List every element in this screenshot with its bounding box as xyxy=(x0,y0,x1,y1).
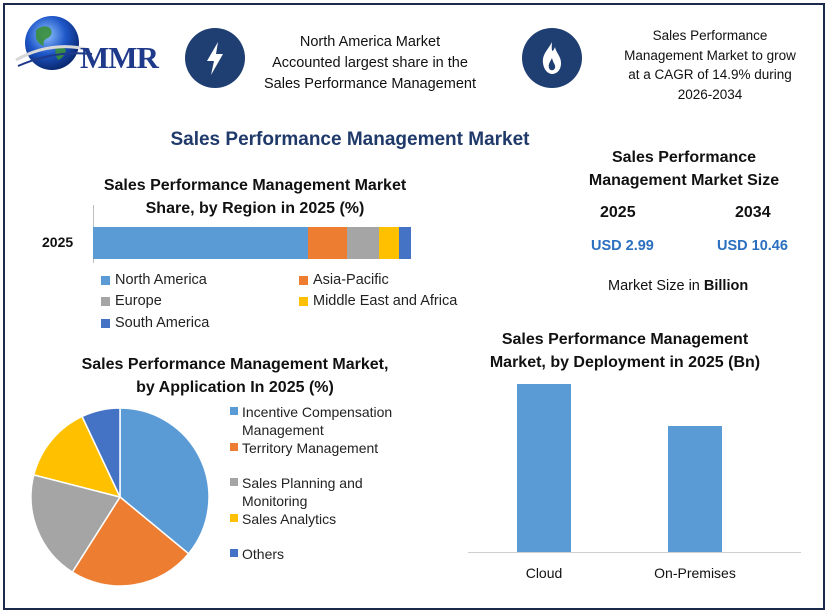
legend-swatch xyxy=(299,276,308,285)
header-left-line-2: Accounted largest share in the xyxy=(272,55,468,71)
pie-slice-territory-management xyxy=(71,495,190,587)
region-title-line-2: Share, by Region in 2025 (%) xyxy=(145,200,365,217)
region-chart-title: Sales Performance Management Market Shar… xyxy=(80,174,430,220)
market-size-note: Market Size in Billion xyxy=(608,278,748,294)
deployment-xtick-on-premises: On-Premises xyxy=(654,565,736,581)
legend-label: Europe xyxy=(115,293,162,309)
pie-slice-sales-analytics xyxy=(32,415,122,499)
flame-icon xyxy=(522,28,582,88)
globe-icon xyxy=(15,16,93,70)
market-size-title: Sales Performance Management Market Size xyxy=(574,146,794,192)
region-bar-europe xyxy=(347,227,380,259)
market-size-year-2034: 2034 xyxy=(735,204,771,221)
pie-slice-sales-planning-and-monitoring xyxy=(30,473,122,574)
legend-swatch xyxy=(299,297,308,306)
legend-label-line: Management xyxy=(242,422,324,438)
header-left-line-1: North America Market xyxy=(299,34,441,50)
legend-label: Sales Planning and Monitoring xyxy=(242,474,412,510)
legend-label: Territory Management xyxy=(242,439,412,457)
region-bar-asia-pacific xyxy=(307,227,348,259)
deployment-bar-on-premises xyxy=(668,426,722,552)
deployment-xtick-cloud: Cloud xyxy=(525,565,563,581)
legend-label: South America xyxy=(115,315,210,331)
legend-label-line: Sales Planning and xyxy=(242,475,363,491)
region-stacked-bar xyxy=(93,227,411,259)
market-size-title-line-1: Sales Performance xyxy=(611,149,757,166)
header-right-line-4: 2026-2034 xyxy=(677,86,743,102)
legend-swatch xyxy=(101,276,110,285)
legend-swatch xyxy=(101,319,110,328)
legend-label-line: Sales Analytics xyxy=(242,511,337,527)
legend-label: Incentive Compensation Management xyxy=(242,403,412,439)
legend-swatch xyxy=(230,478,238,486)
legend-swatch xyxy=(101,297,110,306)
application-chart-title: Sales Performance Management Market, by … xyxy=(40,353,430,399)
mmr-logo: MMR xyxy=(14,10,174,80)
legend-label-line: Incentive Compensation xyxy=(242,404,393,420)
legend-label: Asia-Pacific xyxy=(313,272,389,288)
market-size-note-unit: Billion xyxy=(703,278,749,294)
main-title: Sales Performance Management Market xyxy=(170,129,530,150)
deployment-chart-title: Sales Performance Management Market, by … xyxy=(470,328,780,374)
application-pie-chart xyxy=(30,407,210,587)
pie-slice-incentive-compensation-management xyxy=(119,407,210,555)
legend-swatch xyxy=(230,549,238,557)
legend-label-line: Monitoring xyxy=(242,493,308,509)
market-size-year-2025: 2025 xyxy=(600,204,636,221)
header-right-text: Sales Performance Management Market to g… xyxy=(600,26,820,104)
legend-label: North America xyxy=(115,272,207,288)
deployment-title-line-2: Market, by Deployment in 2025 (Bn) xyxy=(489,354,761,371)
region-title-line-1: Sales Performance Management Market xyxy=(103,177,407,194)
pie-slice-others xyxy=(81,407,121,498)
deployment-bar-cloud xyxy=(517,384,571,552)
header-right-line-1: Sales Performance xyxy=(652,28,768,43)
logo-text: MMR xyxy=(80,40,159,75)
application-title-line-2: by Application In 2025 (%) xyxy=(136,379,334,396)
header-right-line-2: Management Market to grow xyxy=(624,47,796,63)
header-left-line-3: Sales Performance Management xyxy=(264,76,476,92)
legend-label: Others xyxy=(242,545,412,563)
legend-swatch xyxy=(230,514,238,522)
region-bar-middle-east-and-africa xyxy=(379,227,399,259)
region-bar-north-america xyxy=(93,227,308,259)
region-year-label: 2025 xyxy=(42,234,74,250)
legend-label: Middle East and Africa xyxy=(313,293,458,309)
market-size-value-2025: USD 2.99 xyxy=(591,238,654,254)
legend-swatch xyxy=(230,407,238,415)
application-title-line-1: Sales Performance Management Market, xyxy=(81,356,389,373)
header-left-text: North America Market Accounted largest s… xyxy=(250,32,490,95)
legend-label: Sales Analytics xyxy=(242,510,412,528)
legend-swatch xyxy=(230,443,238,451)
market-size-value-2034: USD 10.46 xyxy=(717,238,788,254)
legend-label-line: Territory Management xyxy=(242,440,379,456)
region-bar-south-america xyxy=(398,227,411,259)
market-size-note-prefix: Market Size in xyxy=(608,278,704,294)
header-right-line-3: at a CAGR of 14.9% during xyxy=(628,67,792,82)
deployment-baseline xyxy=(468,552,801,553)
deployment-title-line-1: Sales Performance Management xyxy=(501,331,749,348)
market-size-title-line-2: Management Market Size xyxy=(588,172,780,189)
lightning-bolt-icon xyxy=(185,28,245,88)
legend-label-line: Others xyxy=(242,546,285,562)
